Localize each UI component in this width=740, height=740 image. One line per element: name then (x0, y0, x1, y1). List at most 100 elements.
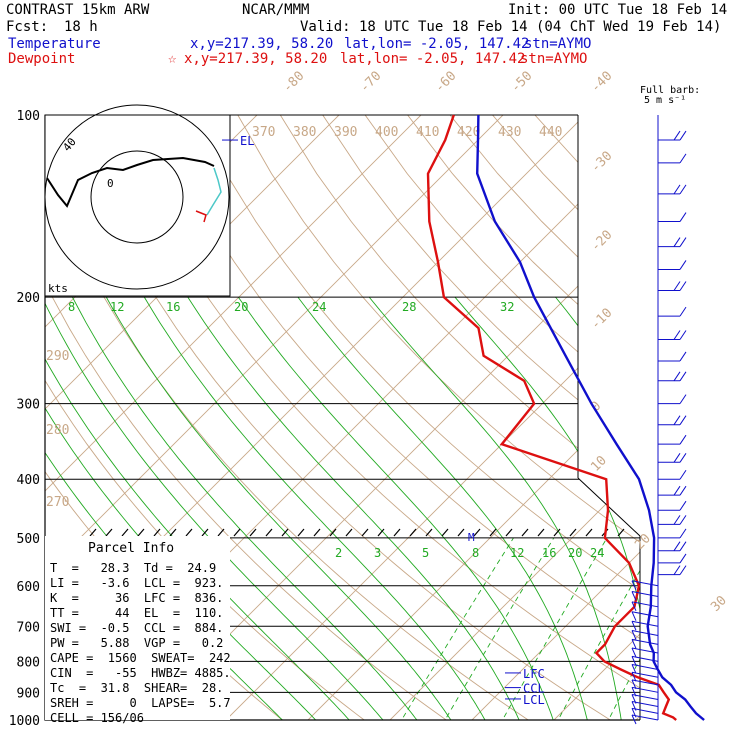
mixing-ratio-line (733, 538, 740, 733)
level-hatch (441, 528, 449, 537)
mixing-ratio-label-upper: 24 (312, 300, 326, 314)
agency-label: NCAR/MMM (242, 2, 309, 18)
parcel-info-row: CAPE = 1560 SWEAT= 242 (50, 651, 231, 665)
parcel-info-background (45, 536, 230, 720)
isotherm-label: -50 (508, 69, 535, 96)
wind-barb-flag (673, 415, 681, 425)
wind-barb-flag (673, 453, 681, 463)
mixing-ratio-label-upper: 28 (402, 300, 416, 314)
temperature-legend: Temperature (8, 36, 101, 52)
wind-barb-flag (679, 130, 687, 141)
m-label: M (468, 531, 475, 544)
dry-adiabat-line (705, 115, 740, 733)
moist-adiabat-line (45, 296, 394, 720)
theta-label: 420 (457, 125, 480, 140)
wind-barb-flag (673, 130, 681, 141)
wind-barb-flag (679, 415, 687, 425)
level-hatch (537, 528, 545, 537)
wind-barb (658, 434, 687, 445)
theta-label-low: 270 (46, 495, 69, 510)
wind-barb-flag (673, 565, 681, 575)
level-hatch (201, 528, 209, 537)
wind-barb-flag (679, 330, 687, 340)
level-hatch (473, 528, 481, 537)
wind-barb (658, 528, 687, 539)
level-hatch (457, 528, 465, 537)
mixing-ratio-label-lower: 12 (510, 546, 524, 560)
hodograph-trace-sfc (195, 210, 207, 223)
wind-barb (658, 394, 687, 405)
moist-adiabat-line (237, 296, 559, 720)
isotherm-line (0, 115, 11, 720)
pressure-label-1000: 1000 (9, 714, 40, 729)
wind-barb-flag (673, 237, 681, 247)
isotherm-line (718, 115, 740, 720)
wind-barb-flag (673, 281, 681, 291)
wind-barb-flag (631, 639, 637, 649)
level-hatch (297, 528, 305, 537)
wind-barb (658, 237, 687, 248)
wind-barb-flag (679, 260, 687, 270)
isotherm-line (225, 115, 640, 720)
temperature-station: stn=AYMO (524, 36, 591, 52)
isotherm-line (45, 115, 504, 720)
mixing-ratio-line (551, 537, 640, 720)
wind-barb-flag (673, 371, 681, 382)
dewpoint-legend: Dewpoint (8, 51, 75, 67)
parcel-info-row: CELL = 156/06 (50, 711, 144, 725)
moist-adiabat-line (555, 296, 640, 720)
parcel-info-row: SWI = -0.5 CCL = 884. (50, 621, 223, 635)
level-hatch (489, 528, 497, 537)
wind-barb-shaft (631, 663, 659, 670)
wind-barb-flag (679, 434, 687, 445)
wind-barb-flag (631, 630, 637, 640)
mixing-ratio-line (495, 537, 608, 720)
el-label: EL (240, 134, 254, 148)
wind-barb-flag (679, 212, 687, 222)
sounding-profiles (426, 114, 705, 721)
dewpoint-star-icon: ☆ (168, 51, 177, 67)
wind-barb (658, 130, 687, 141)
level-hatch (585, 528, 593, 537)
wind-barb-shaft (631, 701, 659, 708)
level-hatch (329, 528, 337, 537)
wind-barb-flag (679, 469, 687, 480)
pressure-label-300: 300 (17, 398, 40, 413)
temperature-latlon: lat,lon= -2.05, 147.42 (344, 36, 529, 52)
wind-barb-shaft (631, 694, 659, 701)
dewpoint-station: stn=AYMO (520, 51, 587, 67)
mixing-ratio-line (714, 538, 740, 733)
wind-barb-flag (679, 153, 687, 164)
isotherm-label: 30 (708, 593, 730, 615)
wind-barb-flag (679, 306, 687, 317)
wind-barb (631, 714, 659, 725)
level-hatch (569, 528, 577, 537)
level-hatch (313, 528, 321, 537)
isotherm-label: -80 (280, 69, 307, 96)
parcel-info-row: TT = 44 EL = 110. (50, 606, 223, 620)
valid-time: Valid: 18 UTC Tue 18 Feb 14 (04 ChT Wed … (300, 19, 721, 35)
wind-barb (658, 330, 687, 340)
hodograph-ring-outer (44, 104, 230, 290)
wind-barb-flag (631, 656, 637, 666)
wind-barb-flag (673, 515, 681, 525)
level-hatch (137, 528, 145, 537)
moist-adiabat-line (368, 296, 624, 720)
wind-barb-shaft (631, 647, 659, 654)
isotherm-line (143, 115, 640, 720)
dry-adiabat-line (322, 115, 640, 720)
level-hatch (361, 528, 369, 537)
level-hatch (425, 528, 433, 537)
mixing-ratio-line (693, 538, 740, 733)
wind-barb-flag (679, 515, 687, 525)
dry-adiabat-line (45, 115, 465, 720)
wind-barb (658, 260, 687, 270)
fcst-label: Fcst: (6, 19, 48, 35)
wind-barb-flag (679, 394, 687, 404)
wind-barb (631, 663, 659, 674)
wind-barb-flag (631, 621, 637, 631)
wind-barb-flag (631, 611, 637, 621)
lfc-label: LFC (523, 667, 545, 681)
moist-adiabat-line (105, 296, 460, 720)
